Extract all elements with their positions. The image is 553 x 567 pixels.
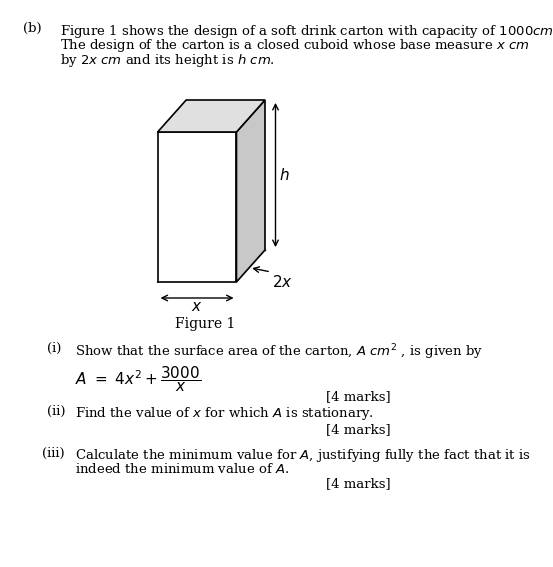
- Text: [4 marks]: [4 marks]: [326, 390, 390, 403]
- Text: $A\ =\ 4x^2 + \dfrac{3000}{x}$: $A\ =\ 4x^2 + \dfrac{3000}{x}$: [75, 364, 201, 393]
- Text: Calculate the minimum value for $A$, justifying fully the fact that it is: Calculate the minimum value for $A$, jus…: [75, 447, 531, 464]
- Text: by $2x$ $cm$ and its height is $h$ $cm$.: by $2x$ $cm$ and its height is $h$ $cm$.: [60, 52, 275, 69]
- Text: (b): (b): [23, 22, 41, 35]
- Text: $2x$: $2x$: [273, 274, 293, 290]
- Polygon shape: [158, 100, 265, 132]
- Text: (i): (i): [46, 342, 61, 355]
- Text: Show that the surface area of the carton, $A$ $cm^2$ , is given by: Show that the surface area of the carton…: [75, 342, 483, 362]
- Text: [4 marks]: [4 marks]: [326, 477, 390, 490]
- Text: The design of the carton is a closed cuboid whose base measure $x$ $cm$: The design of the carton is a closed cub…: [60, 37, 530, 54]
- Text: (ii): (ii): [46, 405, 65, 418]
- Text: (iii): (iii): [42, 447, 65, 460]
- Text: $h$: $h$: [279, 167, 290, 183]
- Text: Figure 1: Figure 1: [175, 317, 236, 331]
- Text: indeed the minimum value of $A$.: indeed the minimum value of $A$.: [75, 462, 289, 476]
- Text: $x$: $x$: [191, 300, 203, 314]
- Text: Figure 1 shows the design of a soft drink carton with capacity of $1000cm^3$.: Figure 1 shows the design of a soft drin…: [60, 22, 553, 41]
- Text: [4 marks]: [4 marks]: [326, 423, 390, 436]
- Polygon shape: [158, 132, 237, 282]
- Polygon shape: [237, 100, 265, 282]
- Text: Find the value of $x$ for which $A$ is stationary.: Find the value of $x$ for which $A$ is s…: [75, 405, 374, 422]
